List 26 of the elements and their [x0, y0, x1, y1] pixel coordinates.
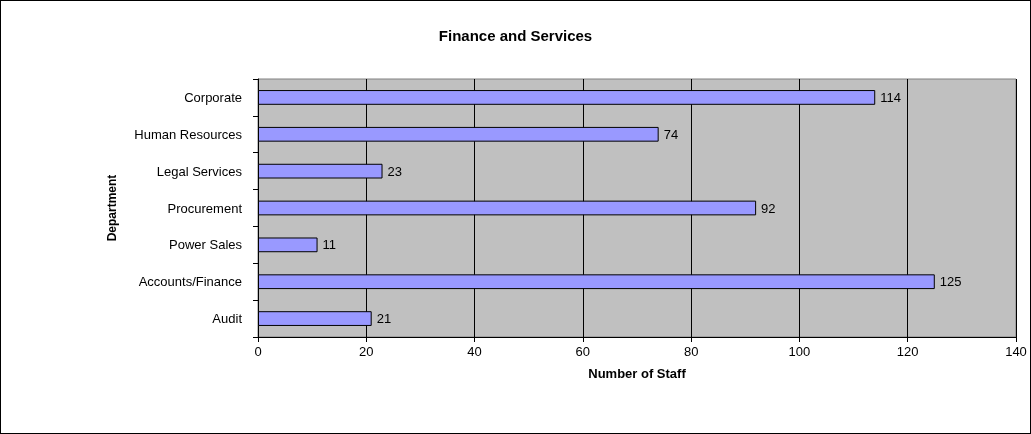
x-axis-title: Number of Staff — [588, 366, 687, 381]
y-axis-title: Department — [105, 174, 119, 242]
y-tick-label: Accounts/Finance — [138, 274, 242, 290]
data-label: 92 — [761, 200, 776, 216]
y-tick-label: Audit — [212, 311, 243, 327]
x-tick-label: 0 — [254, 344, 262, 359]
x-tick-label: 20 — [359, 344, 374, 359]
y-tick-label: Legal Services — [156, 163, 243, 179]
bar — [258, 237, 318, 253]
y-tick-label: Power Sales — [169, 237, 243, 253]
y-tick-label: Human Resources — [134, 126, 243, 142]
x-tick-label: 80 — [683, 344, 699, 359]
data-label: 23 — [387, 163, 402, 179]
data-label: 11 — [322, 237, 337, 253]
x-tick-label: 120 — [896, 344, 919, 359]
data-label: 125 — [939, 274, 962, 290]
x-tick-label: 60 — [575, 344, 591, 359]
y-tick-label: Procurement — [167, 200, 243, 216]
data-label: 74 — [663, 126, 679, 142]
data-label: 114 — [880, 89, 901, 105]
x-tick-label: 40 — [467, 344, 482, 359]
y-tick-label: Corporate — [184, 89, 242, 105]
data-label: 21 — [376, 311, 392, 327]
x-tick-label: 140 — [1005, 344, 1027, 359]
chart-title: Finance and Services — [438, 27, 593, 44]
x-tick-label: 100 — [788, 344, 811, 359]
